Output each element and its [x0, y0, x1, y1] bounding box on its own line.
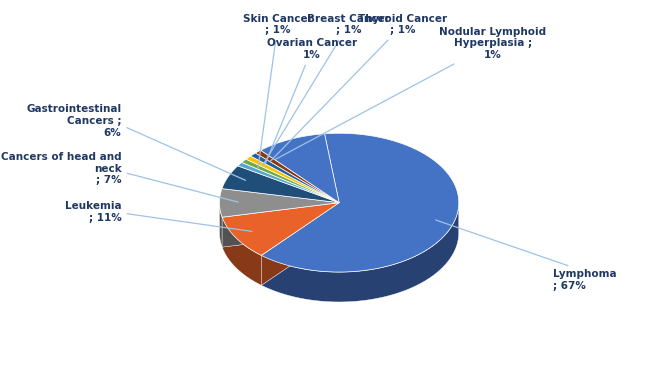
Text: Leukemia
; 11%: Leukemia ; 11%: [65, 202, 252, 231]
Text: Gastrointestinal
Cancers ;
6%: Gastrointestinal Cancers ; 6%: [26, 105, 246, 180]
Text: Breast Cancer
; 1%: Breast Cancer ; 1%: [263, 14, 390, 166]
Polygon shape: [222, 166, 339, 203]
Polygon shape: [222, 217, 261, 285]
Polygon shape: [238, 162, 339, 203]
Polygon shape: [261, 134, 339, 203]
Polygon shape: [220, 189, 339, 217]
Text: Ovarian Cancer
1%: Ovarian Cancer 1%: [265, 38, 357, 163]
Text: Thyroid Cancer
; 1%: Thyroid Cancer ; 1%: [271, 14, 447, 161]
Text: Nodular Lymphoid
Hyperplasia ;
1%: Nodular Lymphoid Hyperplasia ; 1%: [275, 27, 546, 159]
Polygon shape: [220, 203, 222, 247]
Polygon shape: [222, 203, 339, 247]
Polygon shape: [261, 203, 339, 285]
Polygon shape: [261, 133, 459, 272]
Polygon shape: [261, 203, 459, 302]
Text: Lymphoma
; 67%: Lymphoma ; 67%: [436, 220, 616, 291]
Polygon shape: [222, 203, 339, 256]
Text: Cancers of head and
neck
; 7%: Cancers of head and neck ; 7%: [1, 152, 238, 202]
Polygon shape: [222, 203, 339, 247]
Text: Skin Cancer
; 1%: Skin Cancer ; 1%: [243, 14, 313, 168]
Polygon shape: [246, 156, 339, 203]
Polygon shape: [261, 203, 339, 285]
Polygon shape: [255, 150, 339, 203]
Polygon shape: [251, 153, 339, 203]
Polygon shape: [242, 159, 339, 203]
